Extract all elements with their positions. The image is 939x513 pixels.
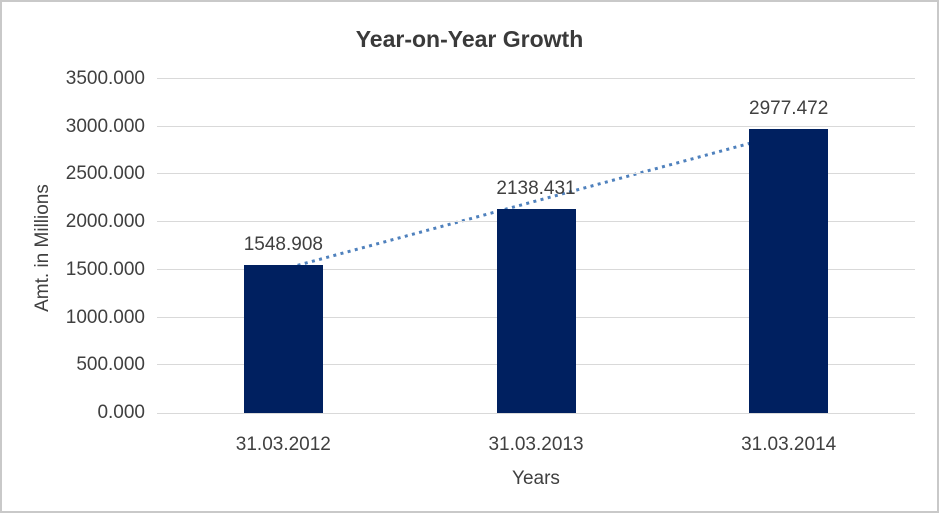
chart-title: Year-on-Year Growth [355, 26, 584, 52]
y-tick-label: 3500.000 [65, 68, 145, 89]
y-tick-label: 2000.000 [65, 211, 145, 233]
y-tick-label: 1500.000 [65, 258, 145, 280]
y-tick-label: 3000.000 [65, 115, 145, 137]
plot-area: 1548.908 2138.431 2977.472 [157, 78, 915, 414]
bar [243, 265, 323, 413]
y-tick-label: 2500.000 [65, 163, 145, 185]
gridline [157, 173, 915, 175]
y-tick-label: 1000.000 [65, 306, 145, 328]
bar-value-label: 2977.472 [749, 97, 829, 119]
y-axis-title: Amt. in Millions [32, 184, 53, 312]
bar [496, 208, 576, 413]
bar-value-label: 2138.431 [496, 177, 576, 199]
x-tick-label: 31.03.2013 [488, 434, 584, 455]
x-tick-label: 31.03.2014 [741, 434, 837, 455]
bar [749, 128, 829, 413]
trendline-segment [282, 131, 790, 271]
bar-value-label: 1548.908 [243, 234, 323, 256]
gridline [157, 125, 915, 127]
x-axis-title: Years [512, 468, 560, 489]
x-axis-line [157, 413, 915, 414]
gridline [157, 78, 915, 79]
y-tick-label: 0.000 [97, 402, 145, 423]
x-tick-label: 31.03.2012 [235, 434, 331, 455]
y-tick-label: 500.000 [76, 354, 145, 376]
trendline [282, 131, 790, 271]
